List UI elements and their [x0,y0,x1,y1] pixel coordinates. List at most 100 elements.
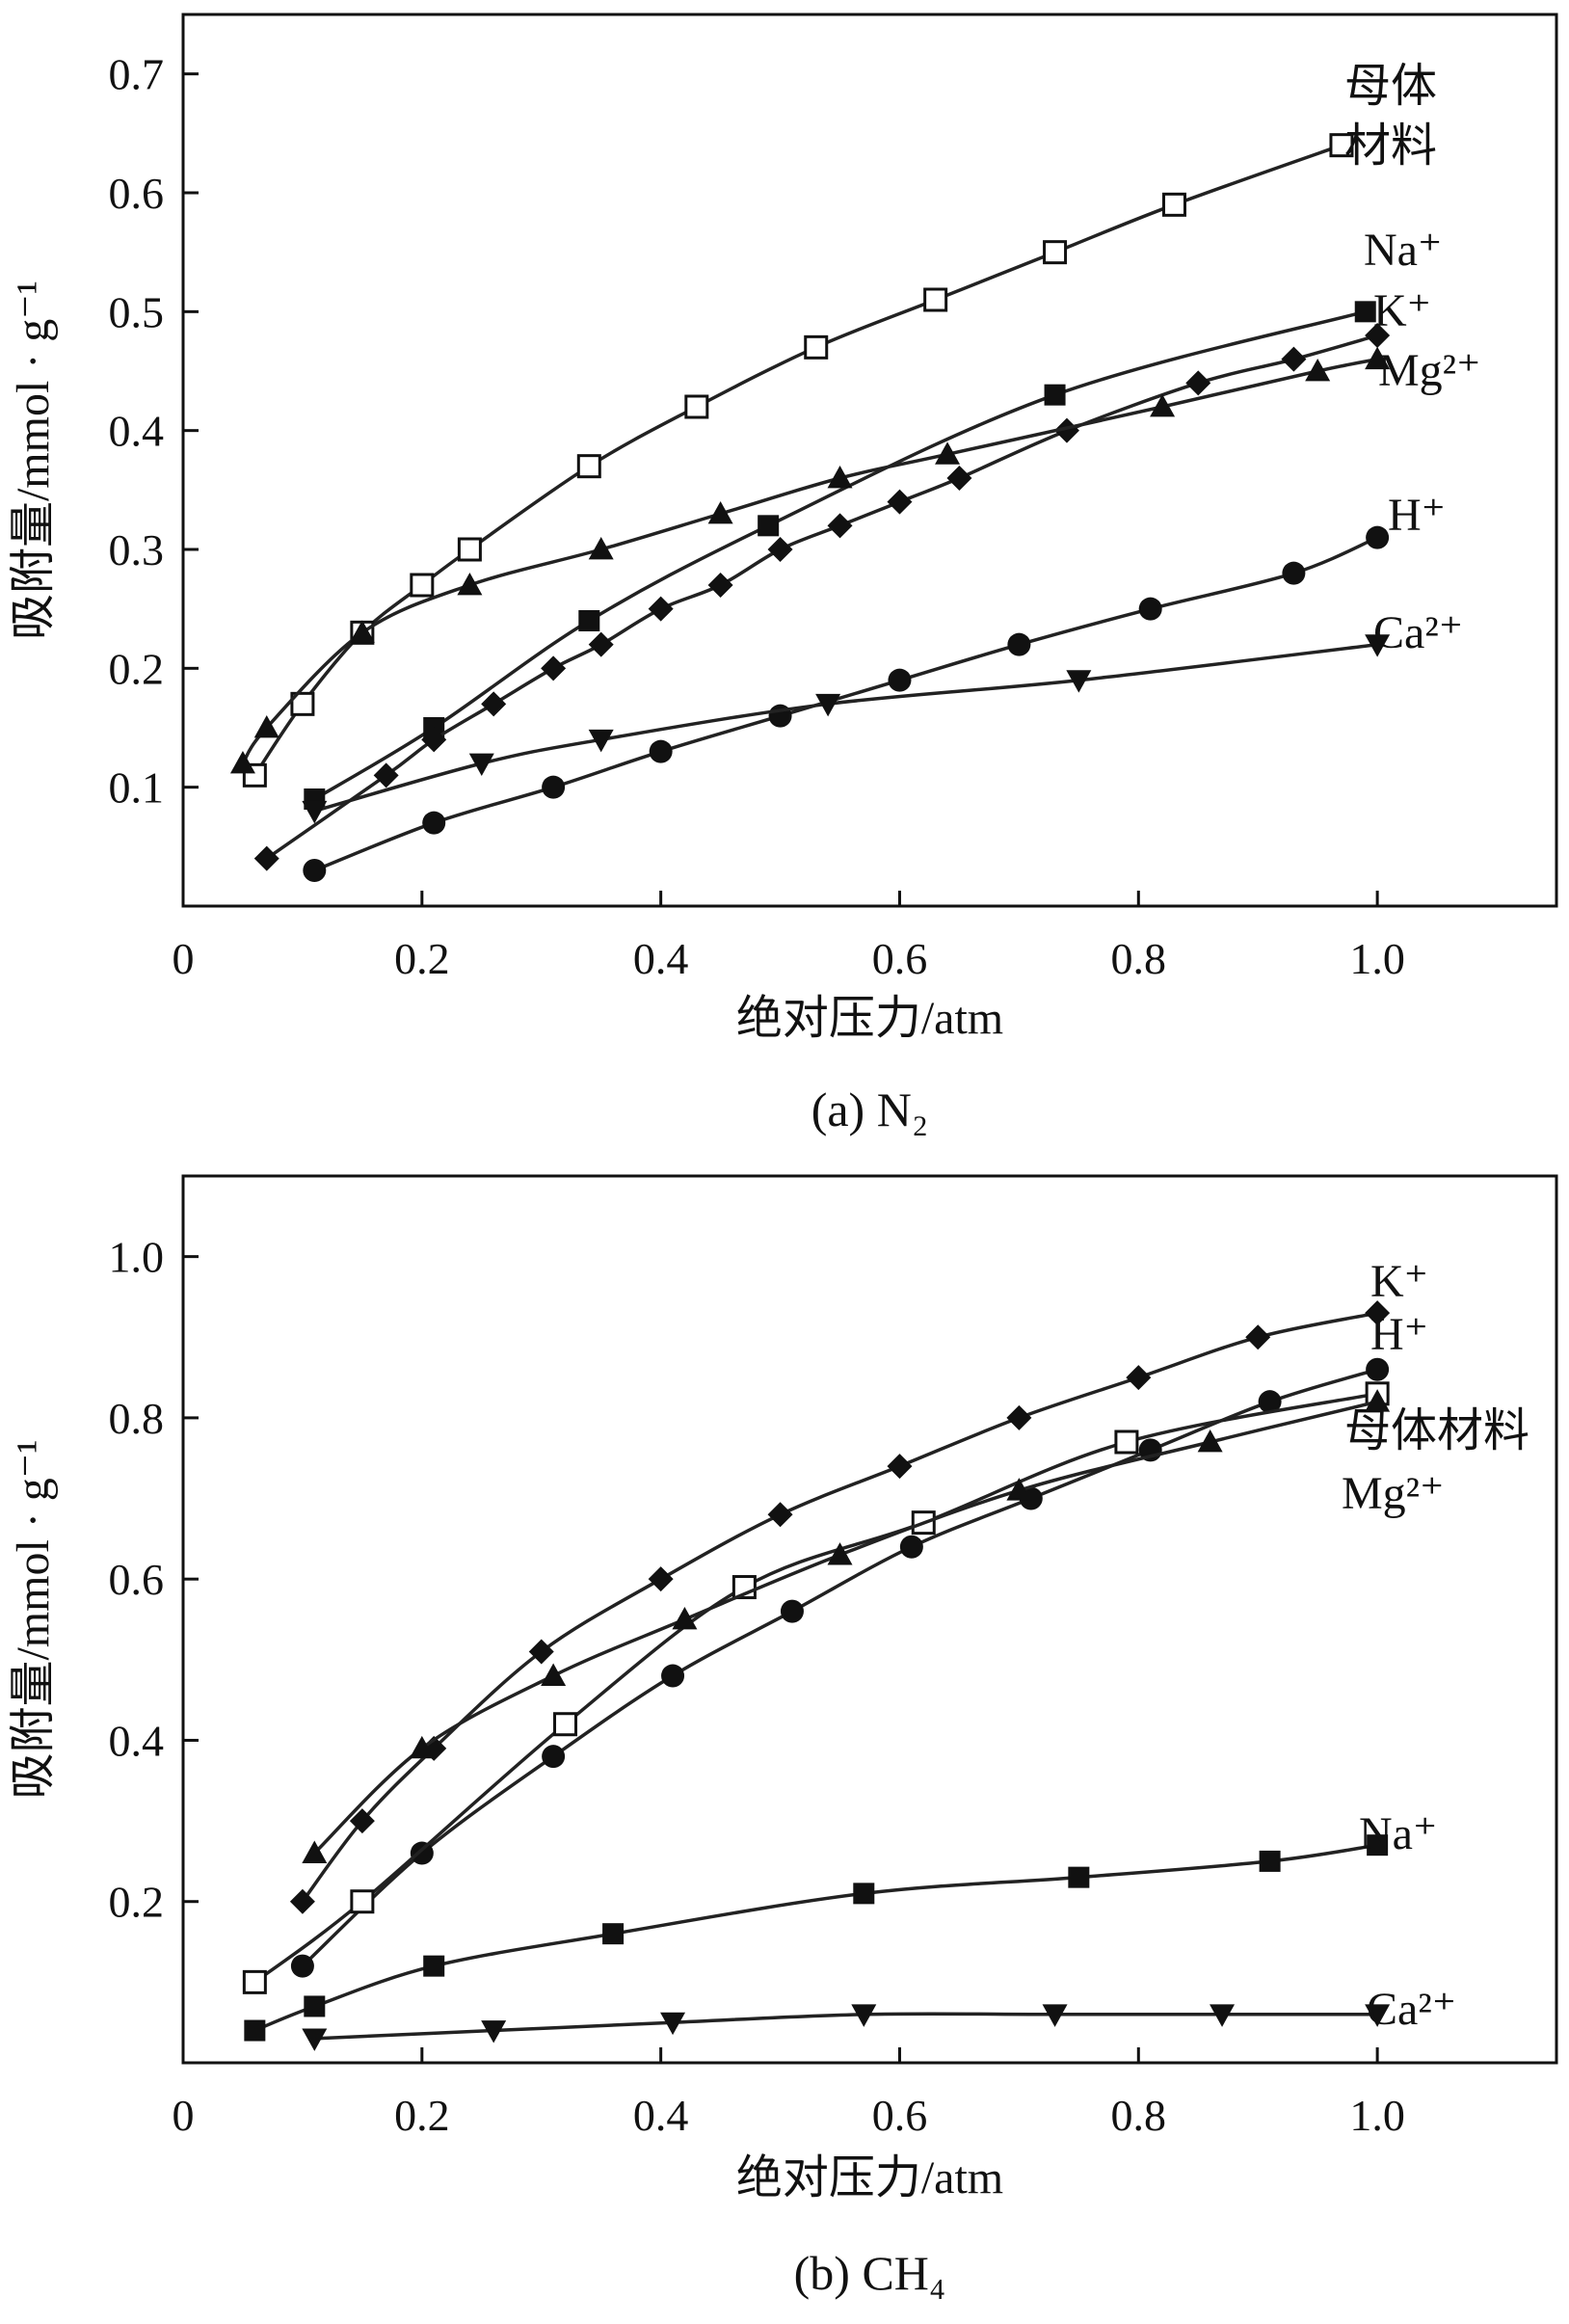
panel-a-n2-adsorption: 0 0.2 0.4 0.6 0.8 1.0 0.1 0.2 0.3 0.4 0.5 0.6 0.7 绝对压… [8,13,1558,1136]
plot-frame [181,1174,1558,2065]
data-point-na [602,1923,625,1945]
data-point-parent-material [1114,1429,1139,1455]
data-point-k [1006,1404,1032,1430]
y-tick-label: 0.3 [109,525,165,574]
data-point-h [649,739,673,763]
data-point-na [244,2019,266,2042]
y-tick-label: 0.6 [109,1555,165,1604]
data-point-mg2 [1365,346,1391,370]
data-point-ca2 [1365,2004,1391,2027]
data-point-mg2 [409,1735,435,1759]
data-point-k [648,1566,674,1592]
data-point-ca2 [1066,670,1092,693]
data-point-mg2 [1006,1478,1032,1501]
y-tick-label: 0.6 [109,169,165,218]
data-point-mg2 [1305,359,1331,382]
x-tick-label: 0.6 [872,934,928,983]
data-point-k [588,631,614,657]
y-tick-label: 0.4 [109,407,165,456]
series-label-ca2: Ca²⁺ [1373,607,1463,658]
panel-caption: (b) CH₄ [794,2246,946,2300]
data-point-ca2 [481,2020,507,2044]
series-label-parent-material: 材料 [1344,120,1437,172]
data-point-parent-material [242,1969,267,1994]
data-point-mg2 [588,537,614,560]
series-h: H⁺ [303,490,1446,882]
data-point-ca2 [815,693,841,717]
data-point-na [853,1883,875,1905]
data-point-k [707,573,733,598]
series-k: K⁺ [289,1256,1428,1914]
data-point-k [648,596,674,622]
data-point-k [541,655,567,681]
data-point-ca2 [851,2004,877,2027]
data-point-na [1354,301,1376,323]
series-label-mg2: Mg²⁺ [1342,1468,1444,1519]
data-point-k [1185,370,1211,396]
data-point-mg2 [349,620,375,643]
data-point-k [887,1454,913,1480]
data-point-na [1259,1850,1281,1872]
data-point-h [422,811,446,835]
data-point-mg2 [1197,1429,1223,1453]
x-axis-title: 绝对压力/atm [736,2152,1003,2204]
x-tick-label: 0.4 [633,2091,689,2140]
data-point-k [289,1888,315,1914]
data-point-mg2 [302,1840,328,1863]
data-point-parent-material [457,537,482,562]
data-point-mg2 [707,501,733,524]
data-point-k [767,1502,793,1528]
x-tick-label: 1.0 [1349,934,1405,983]
data-point-ca2 [302,800,328,824]
data-point-h [303,859,327,882]
data-point-parent-material [804,334,829,360]
series-line-h [301,1367,1379,1968]
data-point-h [410,1841,434,1865]
data-point-na [423,1955,445,1977]
series-label-na: Na⁺ [1359,1808,1437,1859]
panel-b-ch4-adsorption: 0 0.2 0.4 0.6 0.8 1.0 0.2 0.4 0.6 0.8 1.0 绝对压力/atm 吸… [8,1174,1558,2300]
data-point-k [528,1639,554,1665]
x-axis-title: 绝对压力/atm [736,993,1003,1044]
data-point-k [1126,1365,1152,1391]
data-point-mg2 [229,751,255,774]
y-axis-title: 吸附量/mmol · g⁻¹ [8,1439,59,1799]
data-point-parent-material [684,394,709,419]
data-point-ca2 [1042,2004,1068,2027]
data-point-k [1245,1324,1271,1350]
data-point-h [542,1745,566,1769]
series-parent-material: 母体材料 [242,1381,1529,1994]
series-line-ca2 [312,642,1379,814]
data-point-h [661,1664,685,1688]
series-na: Na⁺ [304,225,1442,810]
data-point-mg2 [827,466,853,489]
data-point-k [421,727,447,753]
data-point-mg2 [457,573,483,596]
series-label-parent-material: 母体材料 [1344,1405,1529,1456]
series-parent-material: 母体材料 [242,61,1437,788]
y-tick-label: 0.5 [109,287,165,336]
x-tick-label: 0 [173,934,195,983]
y-tick-label: 1.0 [109,1233,165,1282]
series-label-mg2: Mg²⁺ [1378,345,1480,396]
data-point-ca2 [588,729,614,753]
data-point-parent-material [1329,133,1354,158]
series-line-h [312,535,1379,872]
data-point-h [899,1535,923,1559]
series-label-k: K⁺ [1370,1256,1428,1307]
data-point-parent-material [923,287,948,312]
data-point-k [1281,346,1307,372]
x-tick-label: 0.6 [872,2091,928,2140]
series-k: K⁺ [253,285,1431,871]
series-na: Na⁺ [244,1808,1437,2042]
series-ca2: Ca²⁺ [302,1984,1456,2051]
series-label-h: H⁺ [1370,1309,1428,1360]
data-point-mg2 [672,1607,698,1630]
data-point-k [1365,1300,1391,1326]
data-point-na [758,515,780,537]
data-point-h [888,668,912,692]
data-point-h [1366,1357,1390,1381]
data-point-na [578,610,600,631]
y-tick-label: 0.2 [109,644,165,693]
data-point-na [1068,1866,1090,1888]
